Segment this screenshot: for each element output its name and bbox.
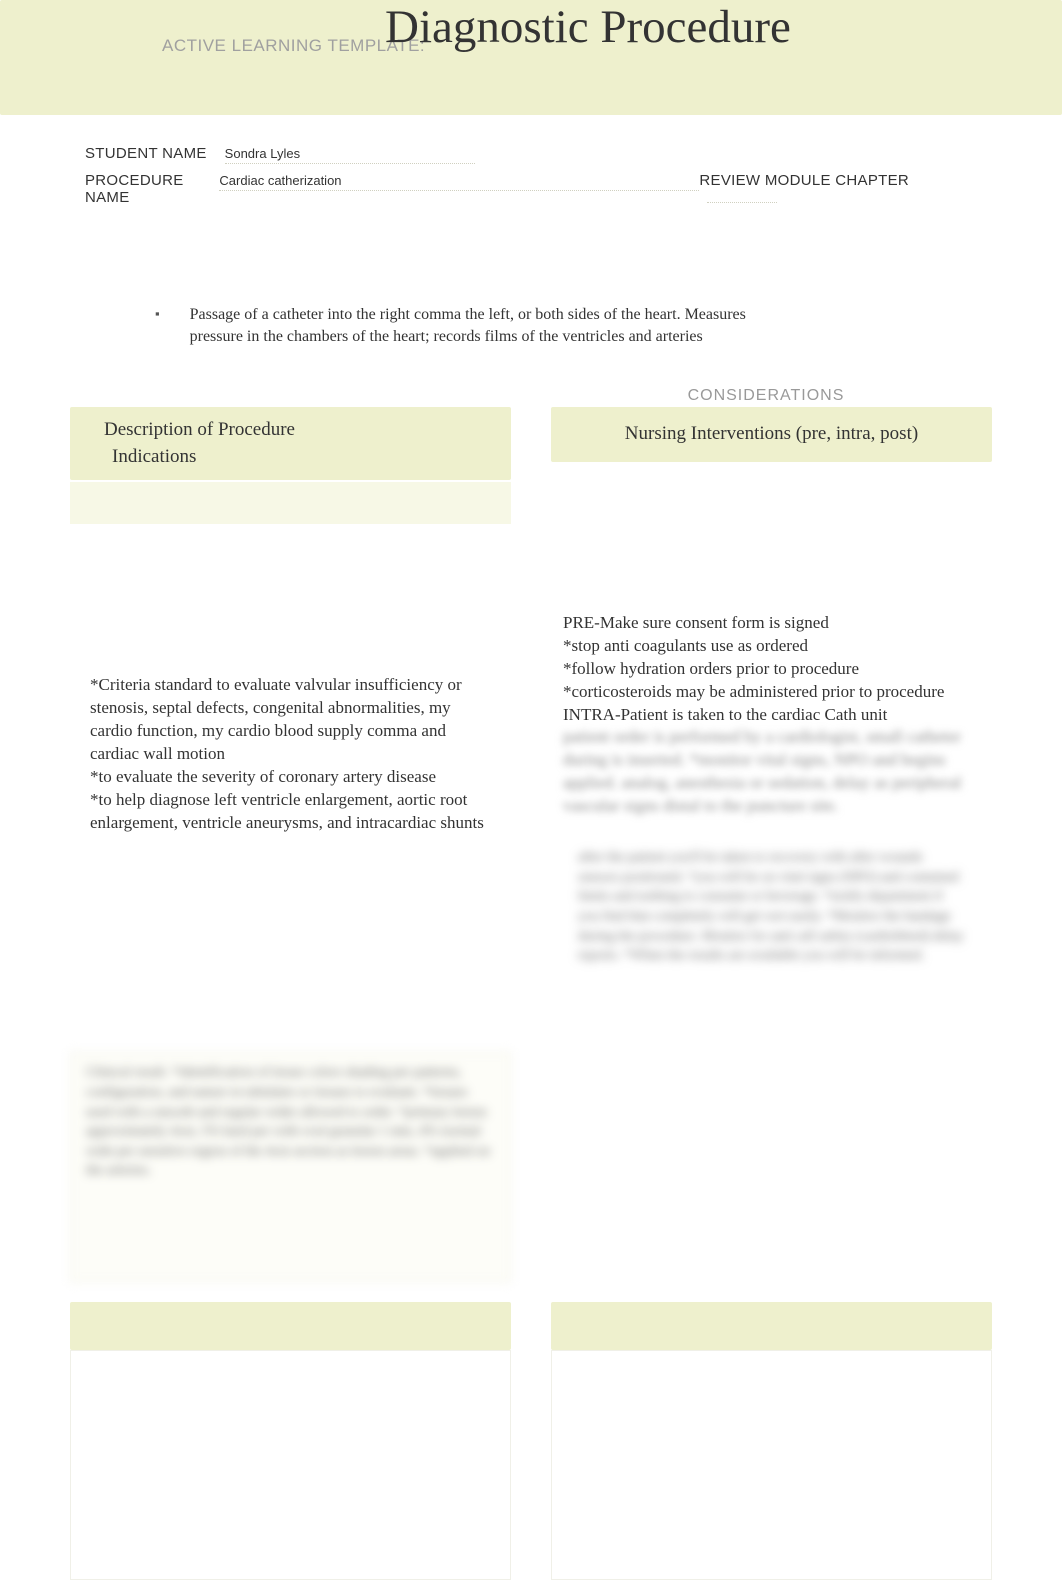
procedure-label: PROCEDURE NAME <box>85 172 201 206</box>
bottom-empty-wrap <box>0 1350 1062 1580</box>
header-band: ACTIVE LEARNING TEMPLATE: Diagnostic Pro… <box>0 0 1062 115</box>
right-header-band: Nursing Interventions (pre, intra, post) <box>551 407 992 462</box>
right-bullet-4: *corticosteroids may be administered pri… <box>563 681 980 704</box>
left-column: Description of Procedure Indications *Cr… <box>70 407 511 1282</box>
right-content-text: PRE-Make sure consent form is signed *st… <box>563 612 980 818</box>
left-bullet-3: *to help diagnose left ventricle enlarge… <box>90 789 491 835</box>
bottom-band-left <box>70 1302 511 1350</box>
definition-text: Passage of a catheter into the right com… <box>190 304 750 347</box>
left-blurred-box: Clinical result. *identification of tiss… <box>70 1052 511 1282</box>
procedure-value: Cardiac catherization <box>219 173 699 191</box>
right-bullet-1: PRE-Make sure consent form is signed <box>563 612 980 635</box>
right-blurred-inline: patient order is performed by a cardiolo… <box>563 726 980 818</box>
left-bullet-2: *to evaluate the severity of coronary ar… <box>90 766 491 789</box>
considerations-label: CONSIDERATIONS <box>0 387 1062 405</box>
review-line <box>707 202 777 203</box>
right-content-box: PRE-Make sure consent form is signed *st… <box>551 462 992 1058</box>
right-bullet-2: *stop anti coagulants use as ordered <box>563 635 980 658</box>
review-block: REVIEW MODULE CHAPTER <box>699 172 977 208</box>
bottom-empty-left <box>70 1350 511 1580</box>
bottom-band-right <box>551 1302 992 1350</box>
bottom-bands-wrap <box>0 1282 1062 1350</box>
student-label: STUDENT NAME <box>85 145 207 162</box>
student-value: Sondra Lyles <box>225 146 475 164</box>
left-header-line1: Description of Procedure <box>104 417 493 444</box>
procedure-row: PROCEDURE NAME Cardiac catherization <box>85 172 699 206</box>
right-column: Nursing Interventions (pre, intra, post)… <box>551 407 992 1282</box>
columns-wrap: Description of Procedure Indications *Cr… <box>0 407 1062 1282</box>
definition-row: ▪ Passage of a catheter into the right c… <box>0 224 1062 367</box>
right-header-text: Nursing Interventions (pre, intra, post) <box>569 421 974 448</box>
left-sub-band <box>70 482 511 524</box>
left-content-text: *Criteria standard to evaluate valvular … <box>90 674 491 835</box>
left-header-line2: Indications <box>104 444 493 471</box>
left-bullet-1: *Criteria standard to evaluate valvular … <box>90 674 491 766</box>
meta-section: STUDENT NAME Sondra Lyles PROCEDURE NAME… <box>0 115 1062 224</box>
procedure-review-row: PROCEDURE NAME Cardiac catherization REV… <box>85 172 977 214</box>
right-blurred-box: after the patient you'll be taken to rec… <box>563 838 980 1038</box>
student-row: STUDENT NAME Sondra Lyles <box>85 145 977 164</box>
bullet-icon: ▪ <box>155 306 160 322</box>
bottom-empty-right <box>551 1350 992 1580</box>
main-title: Diagnostic Procedure <box>385 0 791 54</box>
review-label: REVIEW MODULE CHAPTER <box>699 172 909 189</box>
right-bullet-3: *follow hydration orders prior to proced… <box>563 658 980 681</box>
left-header-band: Description of Procedure Indications <box>70 407 511 480</box>
page-container: ACTIVE LEARNING TEMPLATE: Diagnostic Pro… <box>0 0 1062 1580</box>
right-bullet-5: INTRA-Patient is taken to the cardiac Ca… <box>563 704 980 727</box>
left-content-box: *Criteria standard to evaluate valvular … <box>70 524 511 1044</box>
